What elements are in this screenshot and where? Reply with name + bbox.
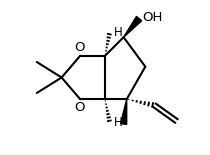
Polygon shape [121, 99, 127, 124]
Polygon shape [124, 16, 142, 37]
Text: H: H [114, 116, 123, 129]
Text: O: O [74, 101, 85, 114]
Text: OH: OH [142, 11, 163, 24]
Text: O: O [74, 41, 85, 54]
Text: H: H [114, 26, 123, 39]
